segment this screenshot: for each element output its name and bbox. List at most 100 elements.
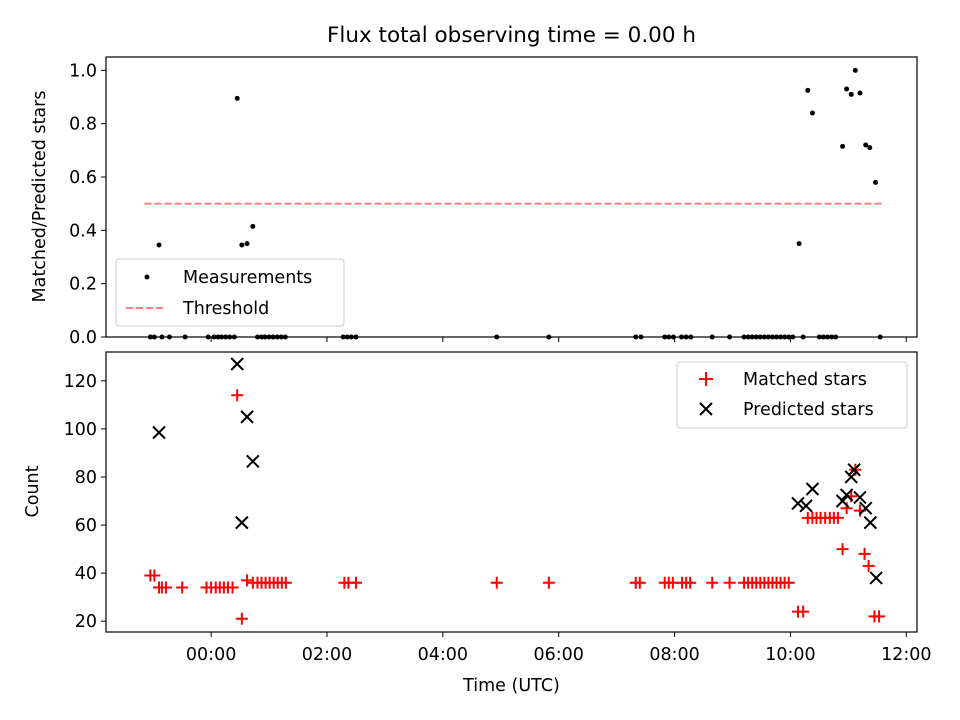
measurement-point xyxy=(844,86,850,92)
measurement-point xyxy=(820,334,826,340)
matched-star-point xyxy=(176,581,189,594)
measurement-point xyxy=(662,334,668,340)
measurement-point xyxy=(727,334,733,340)
measurement-point xyxy=(159,334,165,340)
matched-star-point xyxy=(231,389,244,402)
measurement-point xyxy=(769,334,775,340)
measurement-point xyxy=(244,241,250,247)
predicted-star-point xyxy=(240,410,254,424)
top-y-tick-label: 0.0 xyxy=(69,328,97,348)
predicted-star-point xyxy=(152,425,166,440)
measurement-point xyxy=(205,334,211,340)
matched-star-point xyxy=(706,576,719,589)
measurement-point xyxy=(156,242,162,248)
bottom-y-axis-label: Count xyxy=(23,465,43,517)
legend-marker-matched-stars xyxy=(699,372,713,386)
top-y-tick-label: 0.6 xyxy=(69,168,97,188)
measurement-point xyxy=(857,90,863,96)
measurement-point xyxy=(262,334,268,340)
measurement-point xyxy=(863,142,869,148)
measurement-point xyxy=(782,334,788,340)
measurement-point xyxy=(151,334,157,340)
bottom-y-tick-label: 120 xyxy=(64,372,97,392)
measurement-point xyxy=(278,334,284,340)
x-tick-label: 06:00 xyxy=(533,645,583,665)
predicted-star-point xyxy=(230,357,244,371)
measurement-point xyxy=(166,334,172,340)
predicted-star-point xyxy=(853,490,867,505)
legend-marker-predicted-stars xyxy=(699,402,713,416)
measurement-point xyxy=(786,334,792,340)
bottom-y-tick-label: 40 xyxy=(75,564,97,584)
measurement-point xyxy=(231,334,237,340)
measurement-point xyxy=(239,242,245,248)
x-tick-label: 12:00 xyxy=(881,645,931,665)
legend-label-measurements: Measurements xyxy=(183,268,312,288)
measurement-point xyxy=(774,334,780,340)
matched-star-point xyxy=(831,511,844,524)
measurement-point xyxy=(211,334,217,340)
measurement-point xyxy=(809,110,815,116)
measurement-point xyxy=(829,334,835,340)
top-y-axis-label: Matched/Predicted stars xyxy=(30,91,50,303)
measurement-point xyxy=(270,334,276,340)
measurement-point xyxy=(805,87,811,93)
predicted-star-point xyxy=(835,494,850,508)
measurement-point xyxy=(494,334,500,340)
measurement-point xyxy=(852,67,858,73)
top-legend: Measurements Threshold xyxy=(115,258,345,327)
matched-star-point xyxy=(723,576,736,589)
measurement-point xyxy=(867,145,873,151)
measurement-point xyxy=(796,241,802,247)
measurement-point xyxy=(215,334,221,340)
predicted-star-point xyxy=(246,454,260,469)
bottom-y-tick-label: 80 xyxy=(75,468,97,488)
measurement-point xyxy=(753,334,759,340)
measurement-point xyxy=(666,334,672,340)
legend-label-threshold: Threshold xyxy=(182,299,269,319)
x-tick-label: 08:00 xyxy=(649,645,699,665)
measurement-point xyxy=(679,334,685,340)
matched-star-point xyxy=(836,543,849,556)
measurement-point xyxy=(348,334,354,340)
measurement-point xyxy=(250,223,256,229)
matched-star-point xyxy=(633,576,646,589)
measurement-point xyxy=(147,334,153,340)
measurement-point xyxy=(223,334,229,340)
predicted-star-point xyxy=(839,488,854,502)
matched-star-point xyxy=(684,576,697,589)
bottom-y-tick-label: 60 xyxy=(75,516,97,536)
measurement-point xyxy=(790,334,796,340)
bottom-legend-box xyxy=(676,361,908,429)
measurement-point xyxy=(546,334,552,340)
predicted-star-point xyxy=(791,496,805,511)
measurement-point xyxy=(182,334,188,340)
predicted-star-point xyxy=(847,463,861,477)
matched-star-point xyxy=(797,605,810,618)
bottom-y-tick-label: 100 xyxy=(64,420,97,440)
measurement-point xyxy=(633,334,639,340)
measurement-point xyxy=(266,334,272,340)
measurement-point xyxy=(254,334,260,340)
top-legend-box xyxy=(115,258,345,327)
measurement-point xyxy=(353,334,359,340)
measurement-point xyxy=(670,334,676,340)
legend-label-matched-stars: Matched stars xyxy=(743,370,867,390)
measurement-point xyxy=(709,334,715,340)
top-y-tick-label: 0.2 xyxy=(69,275,97,295)
predicted-star-point xyxy=(235,515,249,530)
matched-star-point xyxy=(349,576,362,589)
chart-title: Flux total observing time = 0.00 h xyxy=(327,23,696,48)
top-y-tick-label: 1.0 xyxy=(69,61,97,81)
matched-star-point xyxy=(873,610,886,623)
measurement-point xyxy=(227,334,233,340)
predicted-star-point xyxy=(859,501,873,515)
bottom-y-tick-label: 20 xyxy=(75,612,97,632)
matched-star-point xyxy=(241,574,254,587)
measurement-point xyxy=(757,334,763,340)
matched-star-point xyxy=(235,612,248,625)
x-tick-label: 10:00 xyxy=(765,645,815,665)
x-axis-label: Time (UTC) xyxy=(462,676,560,696)
measurement-point xyxy=(816,334,822,340)
